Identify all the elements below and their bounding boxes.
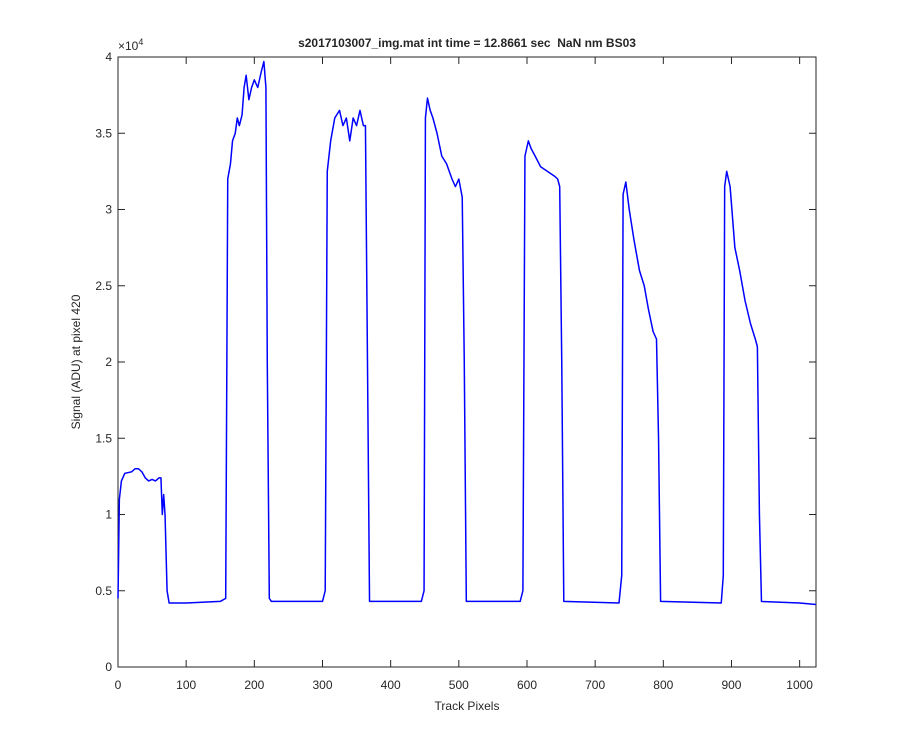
y-tick-label: 4 [105, 50, 112, 64]
chart-title: s2017103007_img.mat int time = 12.8661 s… [298, 36, 636, 50]
x-tick-label: 100 [176, 678, 196, 692]
y-axis-label: Signal (ADU) at pixel 420 [69, 294, 83, 429]
x-tick-label: 1000 [786, 678, 813, 692]
y-tick-label: 3 [105, 203, 112, 217]
y-tick-label: 0.5 [95, 584, 112, 598]
y-multiplier: ×104 [118, 37, 143, 53]
y-tick-label: 2.5 [95, 279, 112, 293]
y-tick-label: 1 [105, 508, 112, 522]
x-tick-label: 200 [244, 678, 264, 692]
signal-line [117, 60, 817, 606]
x-tick-label: 600 [517, 678, 537, 692]
y-multiplier-exponent: 4 [138, 37, 143, 47]
x-tick-label: 500 [449, 678, 469, 692]
x-tick-label: 0 [115, 678, 122, 692]
y-tick-label: 0 [105, 660, 112, 674]
x-axis-label: Track Pixels [435, 699, 500, 713]
y-tick-label: 2 [105, 355, 112, 369]
x-tick-label: 800 [653, 678, 673, 692]
y-tick-label: 1.5 [95, 431, 112, 445]
y-tick-label: 3.5 [95, 126, 112, 140]
x-tick-label: 400 [381, 678, 401, 692]
y-multiplier-base: ×10 [118, 39, 139, 53]
x-tick-label: 300 [312, 678, 332, 692]
plot-box [117, 56, 817, 668]
x-tick-label: 900 [721, 678, 741, 692]
x-tick-label: 700 [585, 678, 605, 692]
